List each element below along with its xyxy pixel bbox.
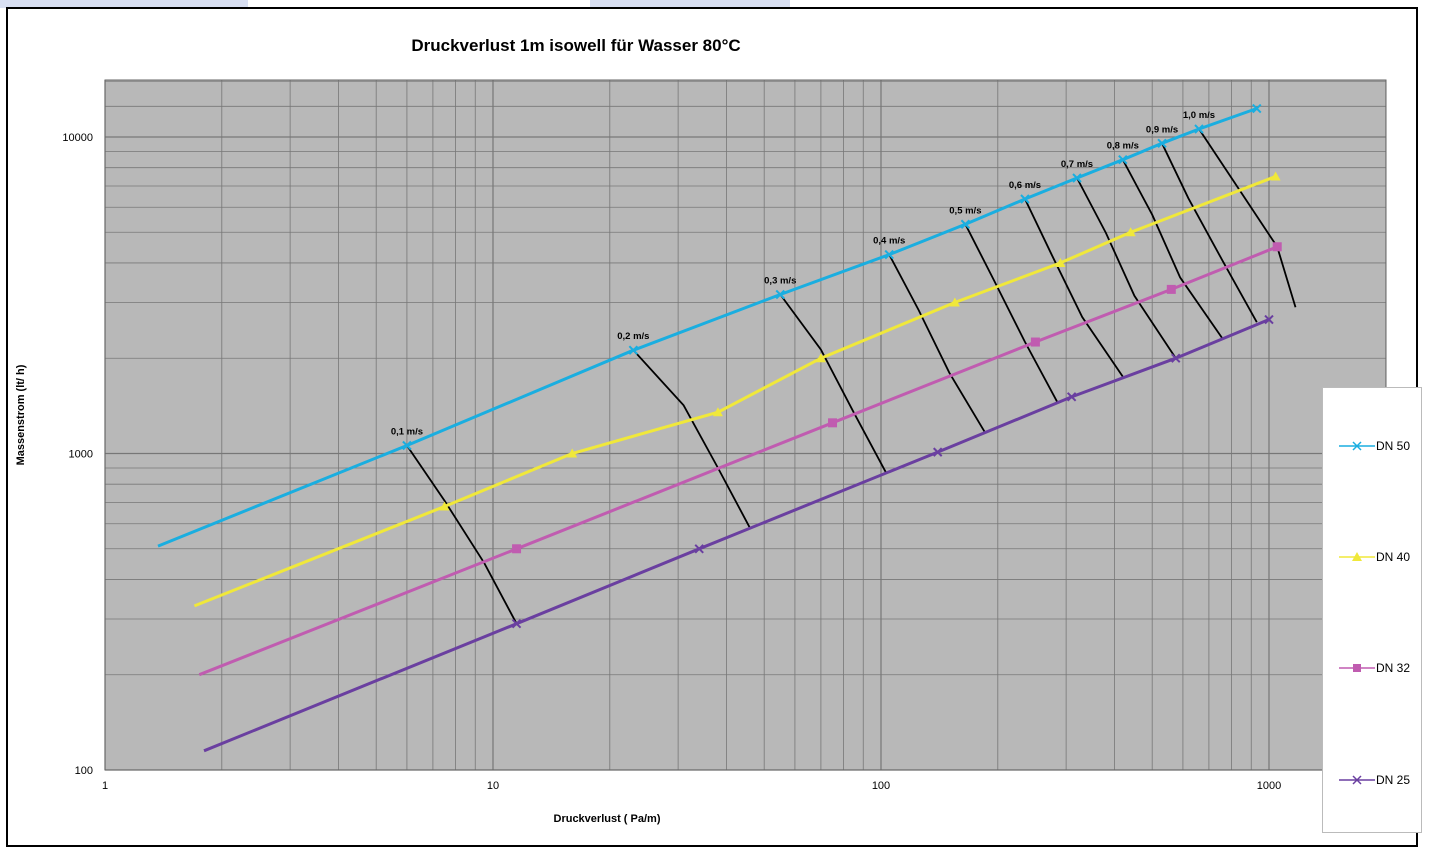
data-point [1125, 227, 1136, 237]
chart-title: Druckverlust 1m isowell für Wasser 80°C [411, 36, 740, 55]
velocity-label: 0,9 m/s [1146, 124, 1178, 135]
legend-swatch-dn40 [1339, 552, 1375, 561]
legend-item-dn25: DN 25 [1339, 772, 1423, 788]
data-point [828, 418, 838, 428]
data-point [949, 297, 960, 307]
data-point [1055, 257, 1066, 267]
plot-area [105, 80, 1386, 770]
velocity-line [1161, 142, 1258, 323]
legend-label-dn32: DN 32 [1376, 661, 1411, 675]
velocity-line [1024, 198, 1124, 378]
legend-swatch-dn32 [1339, 664, 1375, 672]
x-axis-label: Druckverlust ( Pa/m) [554, 813, 661, 825]
data-point [932, 447, 943, 457]
data-point [511, 618, 522, 629]
velocity-line [406, 444, 518, 625]
data-point [1270, 171, 1281, 181]
velocity-label: 0,5 m/s [949, 205, 981, 216]
tick-labels: 1 10 100 1000 100 1000 10000 [62, 132, 1281, 792]
data-point [884, 249, 894, 260]
top-strip-left [0, 0, 248, 8]
legend-item-dn32: DN 32 [1339, 660, 1423, 676]
velocity-line [1122, 159, 1224, 340]
velocity-lines: 0,1 m/s 0,2 m/s 0,3 m/s 0,4 m/s 0,5 m/s 0,6 m… [391, 110, 1297, 625]
y-tick-label: 1000 [69, 449, 93, 461]
legend: DN 50 DN 40 DN 32 DN 25 [1322, 387, 1422, 833]
data-point [775, 289, 785, 300]
x-tick-label: 1 [102, 780, 108, 792]
velocity-line [779, 293, 887, 474]
data-point [1166, 284, 1176, 294]
velocity-label: 0,3 m/s [764, 275, 796, 286]
data-point [1252, 103, 1262, 114]
data-point [712, 407, 723, 417]
legend-item-dn50: DN 50 [1339, 438, 1423, 454]
data-point [628, 345, 639, 355]
data-point [815, 353, 826, 363]
data-point [402, 440, 412, 451]
data-point [1030, 337, 1040, 347]
x-tick-label: 10 [487, 780, 499, 792]
velocity-label: 0,1 m/s [391, 426, 423, 437]
x-tick-label: 100 [872, 780, 890, 792]
x-tick-label: 1000 [1257, 780, 1281, 792]
series-lines [157, 103, 1282, 753]
legend-swatch-dn50 [1339, 441, 1375, 451]
velocity-label: 0,6 m/s [1009, 180, 1041, 191]
data-point [512, 544, 522, 554]
data-point [439, 501, 450, 511]
legend-label-dn25: DN 25 [1376, 773, 1411, 787]
velocity-line [964, 223, 1059, 403]
velocity-line [1198, 128, 1297, 308]
legend-item-dn40: DN 40 [1339, 549, 1423, 565]
data-point [1020, 194, 1030, 204]
velocity-label: 0,7 m/s [1061, 159, 1093, 170]
data-point [1066, 392, 1077, 402]
velocity-label: 1,0 m/s [1183, 110, 1215, 121]
data-point [1272, 242, 1282, 252]
y-axis-label: Massenstrom (lt/ h) [15, 364, 27, 465]
velocity-label: 0,2 m/s [617, 331, 649, 342]
y-tick-label: 100 [75, 765, 93, 777]
data-point [1072, 173, 1082, 183]
data-point [1157, 138, 1167, 149]
y-tick-label: 10000 [62, 132, 93, 144]
series-line [157, 107, 1258, 548]
legend-swatch-dn25 [1339, 775, 1375, 785]
data-point [1194, 124, 1204, 134]
data-point [694, 544, 704, 554]
legend-label-dn40: DN 40 [1376, 550, 1411, 564]
data-point [960, 219, 971, 229]
velocity-label: 0,4 m/s [873, 236, 905, 247]
top-strip-right [590, 0, 790, 8]
data-point [1264, 314, 1274, 325]
series-line [198, 245, 1278, 677]
data-point [1118, 154, 1128, 165]
velocity-line [1076, 177, 1177, 359]
velocity-label: 0,8 m/s [1107, 141, 1139, 152]
data-point [1171, 353, 1181, 363]
velocity-line [632, 349, 751, 529]
legend-label-dn50: DN 50 [1376, 439, 1411, 453]
velocity-line [888, 254, 986, 433]
data-point [567, 448, 578, 458]
